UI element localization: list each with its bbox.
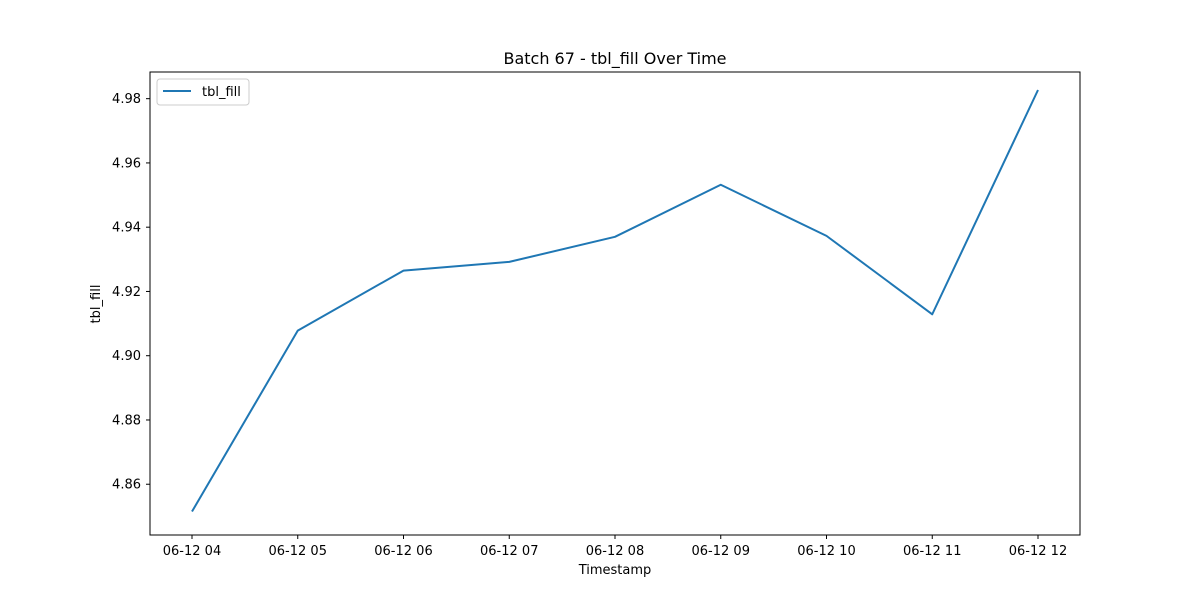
x-tick-label: 06-12 05 — [269, 544, 327, 559]
chart-title: Batch 67 - tbl_fill Over Time — [503, 49, 726, 69]
x-tick-label: 06-12 04 — [163, 544, 221, 559]
series-layer — [191, 89, 1039, 513]
x-axis-ticks: 06-12 04 06-12 05 06-12 06 06-12 07 06-12 08… — [163, 535, 1067, 559]
x-tick-label: 06-12 08 — [586, 544, 644, 559]
plot-frame — [149, 71, 1081, 536]
y-axis-label: tbl_fill — [89, 285, 104, 324]
x-tick-label: 06-12 06 — [374, 544, 432, 559]
x-tick-label: 06-12 09 — [692, 544, 750, 559]
y-tick-label: 4.90 — [112, 349, 141, 364]
x-tick-label: 06-12 10 — [797, 544, 855, 559]
y-tick-label: 4.96 — [112, 156, 141, 171]
legend-label: tbl_fill — [202, 85, 241, 100]
legend: tbl_fill — [156, 78, 250, 106]
x-axis-label: Timestamp — [578, 563, 652, 578]
legend-box — [156, 78, 250, 106]
x-tick-label: 06-12 11 — [903, 544, 961, 559]
y-tick-label: 4.88 — [112, 413, 141, 428]
x-tick-label: 06-12 07 — [480, 544, 538, 559]
series-line-tbl-fill — [191, 89, 1039, 513]
y-tick-label: 4.86 — [112, 478, 141, 493]
plot-area — [150, 72, 1080, 535]
y-tick-label: 4.98 — [112, 92, 141, 107]
y-axis-ticks: 4.86 4.88 4.90 4.92 4.94 4.96 4.98 — [112, 92, 150, 493]
x-tick-label: 06-12 12 — [1009, 544, 1067, 559]
y-tick-label: 4.92 — [112, 285, 141, 300]
y-tick-label: 4.94 — [112, 221, 141, 236]
